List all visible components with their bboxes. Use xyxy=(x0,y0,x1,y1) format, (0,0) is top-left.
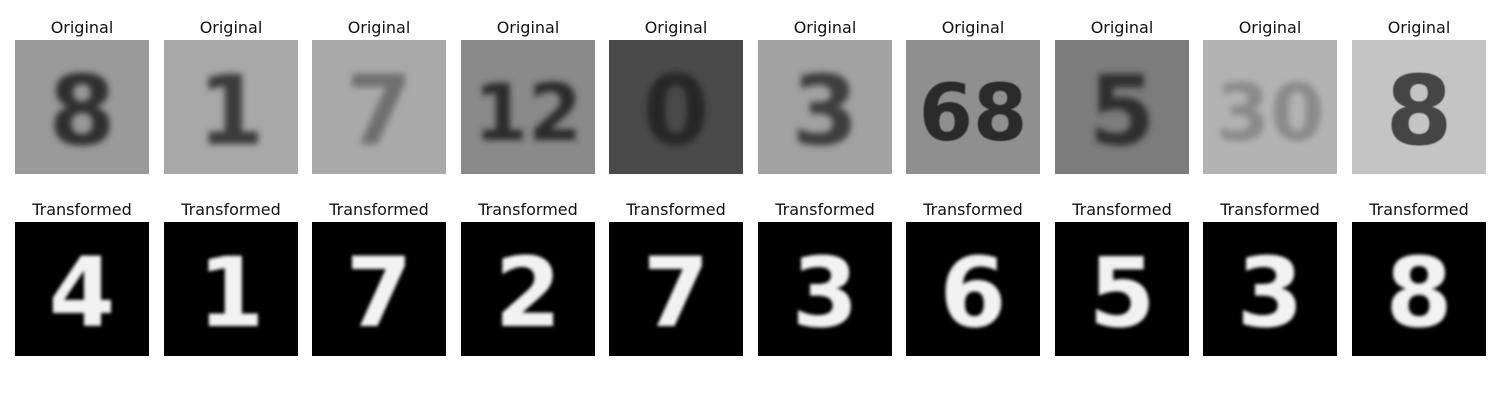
digit-image: 8 xyxy=(15,40,149,174)
digit-glyph: 0 xyxy=(643,55,710,167)
digit-glyph: 7 xyxy=(346,237,413,349)
digit-glyph: 5 xyxy=(1089,237,1156,349)
image-background xyxy=(1352,222,1486,356)
digit-image: 8 xyxy=(1352,222,1486,356)
digit-image: 3 xyxy=(758,40,892,174)
panel-title: Transformed xyxy=(32,200,132,219)
panel-title: Original xyxy=(793,18,857,37)
image-background xyxy=(906,40,1040,174)
image-background xyxy=(461,222,595,356)
digit-image: 7 xyxy=(312,222,446,356)
panel-title: Original xyxy=(496,18,560,37)
panel-title: Transformed xyxy=(626,200,726,219)
digit-image: 5 xyxy=(1055,222,1189,356)
image-background xyxy=(1203,222,1337,356)
digit-image: 4 xyxy=(15,222,149,356)
panel-title: Original xyxy=(941,18,1005,37)
digit-image: 1 xyxy=(164,222,298,356)
digit-image: 2 xyxy=(461,222,595,356)
digit-image: 68 xyxy=(906,40,1040,174)
panel-title: Original xyxy=(644,18,708,37)
image-background xyxy=(1203,40,1337,174)
image-background xyxy=(758,222,892,356)
panel-title: Original xyxy=(1387,18,1451,37)
digit-glyph: 3 xyxy=(792,237,859,349)
panel-title: Transformed xyxy=(1072,200,1172,219)
panel-title: Transformed xyxy=(1369,200,1469,219)
digit-glyph: 1 xyxy=(198,237,265,349)
digit-glyph: 8 xyxy=(1386,55,1453,167)
image-background xyxy=(609,40,743,174)
digit-glyph: 4 xyxy=(49,237,116,349)
image-background xyxy=(1352,40,1486,174)
panel-title: Transformed xyxy=(478,200,578,219)
image-background xyxy=(312,222,446,356)
digit-image: 8 xyxy=(1352,40,1486,174)
image-background xyxy=(758,40,892,174)
image-background xyxy=(609,222,743,356)
digit-glyph: 2 xyxy=(495,237,562,349)
digit-glyph: 6 xyxy=(940,237,1007,349)
digit-image: 7 xyxy=(312,40,446,174)
panel-title: Transformed xyxy=(923,200,1023,219)
panel-title: Original xyxy=(1090,18,1154,37)
image-background xyxy=(312,40,446,174)
digit-glyph: 12 xyxy=(474,69,583,159)
panel-title: Transformed xyxy=(181,200,281,219)
digit-image: 12 xyxy=(461,40,595,174)
digit-image: 30 xyxy=(1203,40,1337,174)
digit-image: 7 xyxy=(609,222,743,356)
digit-glyph: 7 xyxy=(643,237,710,349)
digit-glyph: 1 xyxy=(198,55,265,167)
image-background xyxy=(1055,222,1189,356)
image-background xyxy=(461,40,595,174)
panel-title: Original xyxy=(347,18,411,37)
image-background xyxy=(15,40,149,174)
panel-title: Original xyxy=(199,18,263,37)
digit-image: 3 xyxy=(758,222,892,356)
digit-glyph: 3 xyxy=(792,55,859,167)
panel-title: Original xyxy=(1238,18,1302,37)
digit-image: 6 xyxy=(906,222,1040,356)
image-background xyxy=(164,40,298,174)
panel-title: Original xyxy=(50,18,114,37)
image-background xyxy=(164,222,298,356)
digit-glyph: 8 xyxy=(49,55,116,167)
digit-image: 0 xyxy=(609,40,743,174)
image-background xyxy=(15,222,149,356)
digit-glyph: 7 xyxy=(346,55,413,167)
panel-title: Transformed xyxy=(775,200,875,219)
digit-glyph: 5 xyxy=(1089,55,1156,167)
digit-image: 3 xyxy=(1203,222,1337,356)
digit-glyph: 68 xyxy=(919,69,1028,159)
panel-title: Transformed xyxy=(1220,200,1320,219)
digit-image: 5 xyxy=(1055,40,1189,174)
digit-glyph: 3 xyxy=(1237,237,1304,349)
digit-glyph: 8 xyxy=(1386,237,1453,349)
image-background xyxy=(906,222,1040,356)
panel-title: Transformed xyxy=(329,200,429,219)
image-background xyxy=(1055,40,1189,174)
digit-image: 1 xyxy=(164,40,298,174)
digit-glyph: 30 xyxy=(1216,69,1325,159)
